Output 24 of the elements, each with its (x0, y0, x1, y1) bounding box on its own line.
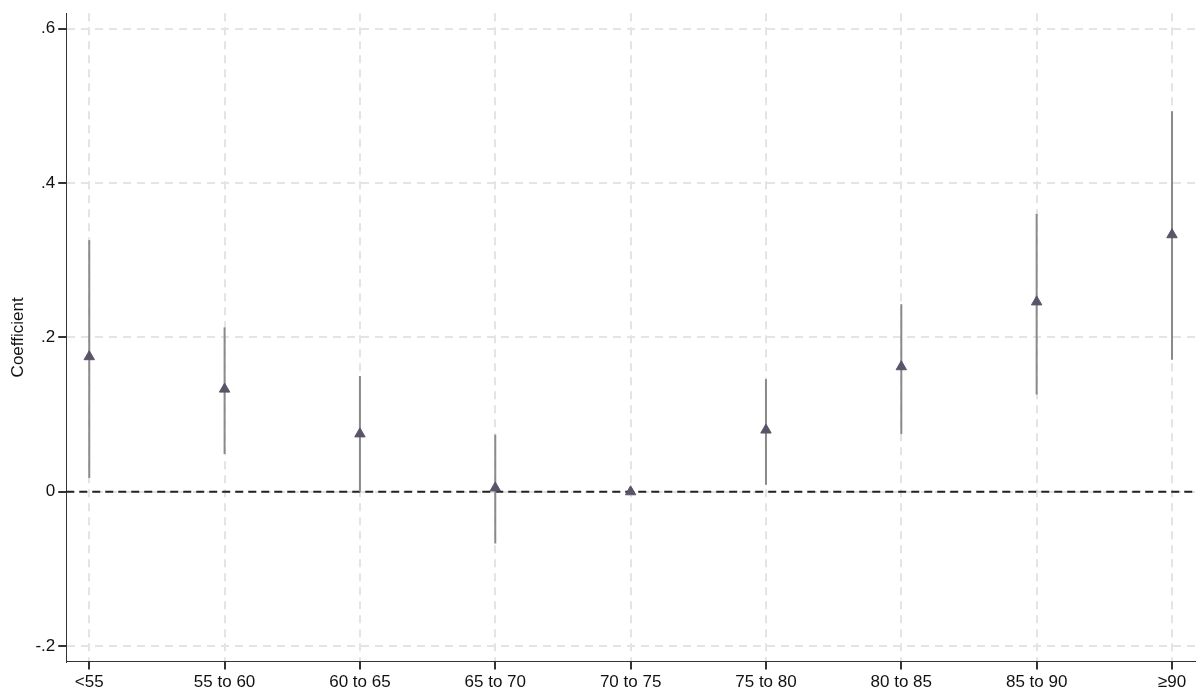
y-tick-label: .6 (41, 18, 56, 38)
x-tick-label: 60 to 65 (329, 672, 391, 692)
y-tick-label: .4 (41, 172, 56, 192)
point (1030, 295, 1043, 306)
x-tick-label: 75 to 80 (735, 672, 797, 692)
x-tick-label: 70 to 75 (599, 672, 662, 692)
point (218, 382, 231, 393)
x-tick-label: ≥90 (1157, 672, 1187, 692)
x-tick-label: 85 to 90 (1005, 672, 1068, 692)
point (624, 485, 637, 496)
x-tick-label: <55 (74, 672, 104, 692)
point (83, 350, 95, 361)
y-tick-label: 0 (45, 481, 56, 501)
y-tick-label: .2 (41, 327, 56, 347)
point (760, 423, 772, 434)
point (895, 360, 907, 371)
y-tick-label: -.2 (35, 635, 56, 655)
y-axis-title: Coefficient (7, 297, 27, 378)
x-tick-label: 55 to 60 (193, 672, 256, 692)
point (489, 481, 501, 492)
x-tick-label: 65 to 70 (464, 672, 526, 692)
point (354, 427, 366, 438)
point (1166, 228, 1178, 239)
x-tick-label: 80 to 85 (870, 672, 933, 692)
